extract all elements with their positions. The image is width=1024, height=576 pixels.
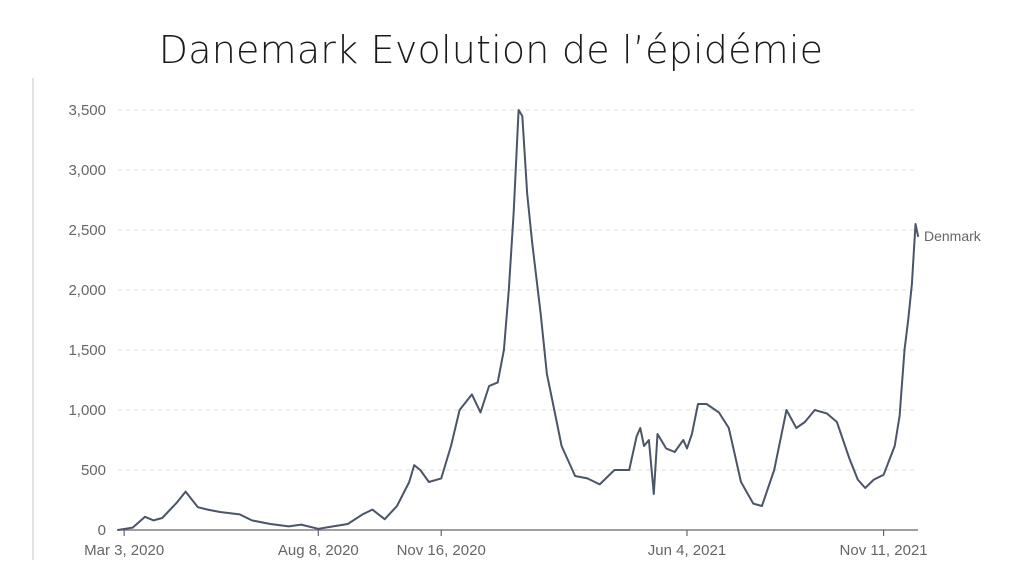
x-tick-label: Aug 8, 2020: [278, 542, 359, 559]
series-label: Denmark: [924, 228, 982, 244]
y-tick-label: 3,500: [68, 102, 106, 119]
x-tick-label: Nov 11, 2021: [840, 542, 928, 559]
x-tick-label: Nov 16, 2020: [397, 542, 486, 559]
y-tick-label: 2,500: [68, 222, 106, 239]
x-tick-label: Mar 3, 2020: [84, 542, 164, 559]
y-tick-label: 3,000: [68, 162, 106, 179]
y-tick-label: 1,500: [68, 342, 106, 359]
series-line-denmark: [117, 109, 919, 531]
slide-title: Danemark Evolution de l’épidémie: [158, 28, 824, 72]
grid-lines: [118, 109, 918, 471]
x-axis: Mar 3, 2020 Aug 8, 2020 Nov 16, 2020 Jun 4,…: [84, 529, 928, 559]
y-tick-label: 2,000: [68, 282, 106, 299]
y-tick-label: 500: [81, 462, 106, 479]
x-tick-label: Jun 4, 2021: [648, 542, 726, 559]
series-labels: Denmark: [924, 228, 982, 244]
y-axis-ticks: 0 500 1,000 1,500 2,000 2,500 3,000 3,500: [68, 102, 106, 539]
series-lines: [117, 109, 919, 531]
y-tick-label: 1,000: [68, 402, 106, 419]
y-tick-label: 0: [98, 522, 106, 539]
